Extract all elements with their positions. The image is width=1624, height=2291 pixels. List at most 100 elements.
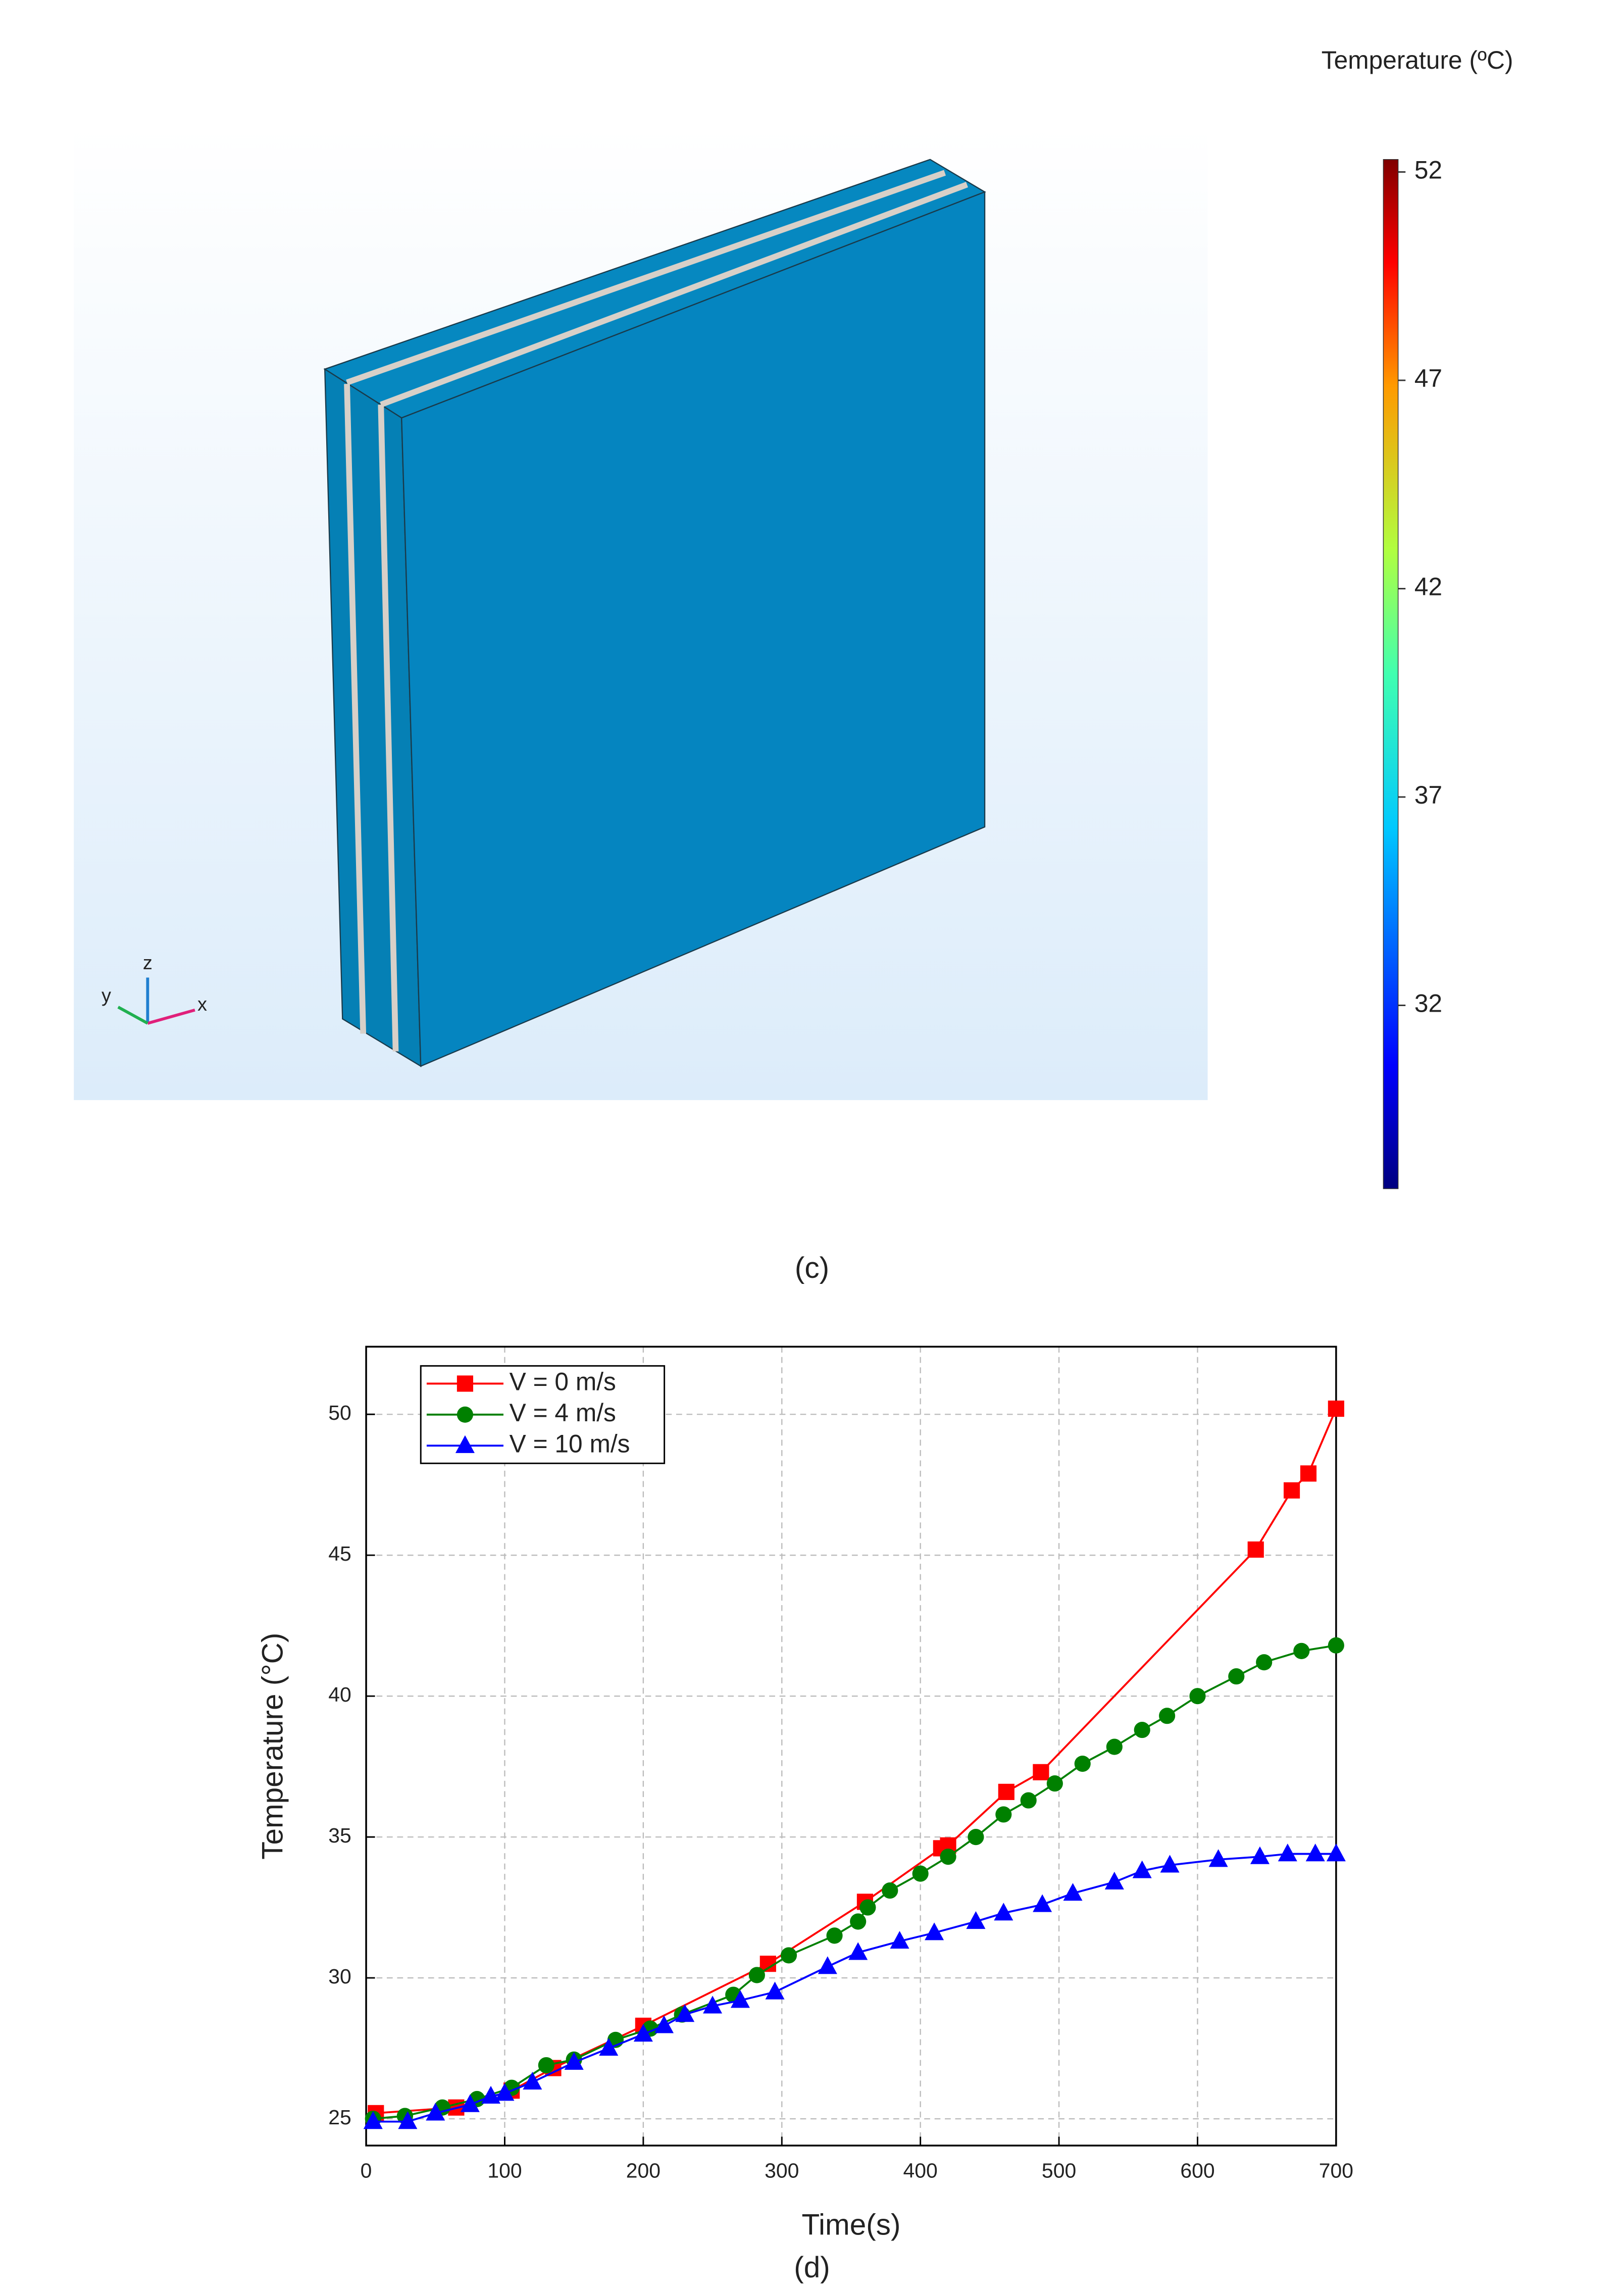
legend-label: V = 10 m/s (510, 1429, 630, 1458)
axis-triad (117, 977, 195, 1025)
marker (765, 1981, 785, 2000)
marker (1134, 1722, 1150, 1738)
marker (1293, 1642, 1310, 1659)
colorbar-tick-label: 32 (1414, 989, 1442, 1018)
marker (633, 2024, 653, 2042)
battery-render (323, 159, 986, 1067)
colorbar-tick-label: 47 (1414, 364, 1442, 392)
marker (859, 1899, 876, 1916)
marker (912, 1865, 929, 1882)
colorbar (1383, 159, 1399, 1189)
marker (1305, 1844, 1325, 1862)
marker (481, 2085, 501, 2104)
marker (495, 2083, 515, 2101)
marker (1074, 1755, 1091, 1772)
marker (460, 2094, 480, 2112)
marker (1046, 1775, 1063, 1792)
marker (1228, 1668, 1245, 1685)
marker (818, 1956, 837, 1974)
x-tick-label: 600 (1180, 2159, 1214, 2182)
x-tick-label: 400 (903, 2159, 938, 2182)
series-line (376, 1408, 1337, 2114)
x-axis-label: Time(s) (802, 2208, 901, 2241)
marker (1033, 1764, 1049, 1780)
marker (1247, 1541, 1264, 1558)
series-line (373, 1644, 1337, 2120)
marker (1283, 1482, 1300, 1499)
marker (925, 1922, 944, 1940)
y-tick-label: 30 (328, 1965, 351, 1988)
legend-marker (456, 1375, 474, 1392)
marker (1300, 1465, 1317, 1482)
caption: (d) (794, 2251, 830, 2284)
x-tick-label: 700 (1319, 2159, 1353, 2182)
plot-frame (365, 1346, 1337, 2147)
marker (882, 1882, 898, 1899)
legend-marker (456, 1406, 474, 1423)
marker (994, 1903, 1013, 1921)
x-tick-label: 500 (1042, 2159, 1076, 2182)
marker (1104, 1871, 1124, 1889)
x-tick-label: 200 (626, 2159, 661, 2182)
y-tick-label: 45 (328, 1542, 351, 1565)
marker (1160, 1855, 1180, 1873)
series-line (373, 1853, 1336, 2123)
marker (564, 2052, 584, 2070)
y-axis-label: Temperature (°C) (256, 1633, 289, 1860)
marker (968, 1829, 984, 1846)
marker (848, 1942, 868, 1960)
marker (850, 1913, 867, 1930)
colorbar-title: Temperature (ºC) (1322, 46, 1513, 74)
marker (826, 1927, 843, 1944)
y-tick-label: 40 (328, 1683, 351, 1706)
marker (998, 1783, 1014, 1800)
marker (780, 1947, 797, 1964)
legend-label: V = 0 m/s (510, 1368, 616, 1396)
marker (890, 1931, 909, 1949)
marker (675, 2004, 695, 2022)
colorbar-tick-label: 42 (1414, 573, 1442, 601)
marker (1063, 1883, 1083, 1901)
marker (1020, 1792, 1037, 1809)
marker (1278, 1844, 1297, 1862)
marker (1033, 1894, 1052, 1912)
marker (703, 1996, 723, 2014)
marker (1106, 1738, 1123, 1755)
marker (748, 1967, 765, 1983)
marker (599, 2038, 619, 2056)
marker (1256, 1654, 1273, 1671)
marker (538, 2057, 554, 2074)
marker (363, 2111, 383, 2129)
marker (1132, 1860, 1152, 1878)
marker (730, 1990, 750, 2008)
marker (995, 1806, 1012, 1823)
marker (1159, 1708, 1176, 1724)
colorbar-tick-label: 37 (1414, 781, 1442, 809)
y-tick-label: 50 (328, 1401, 351, 1424)
marker (1328, 1637, 1344, 1654)
triad-label: z (143, 953, 153, 974)
legend-label: V = 4 m/s (510, 1399, 616, 1427)
marker (654, 2015, 674, 2033)
marker (1328, 1401, 1344, 1417)
marker (1250, 1846, 1270, 1864)
marker (1326, 1844, 1346, 1862)
marker (523, 2072, 542, 2090)
marker (1189, 1688, 1206, 1705)
y-tick-label: 35 (328, 1824, 351, 1847)
triad-label: y (102, 985, 111, 1006)
caption: (c) (795, 1252, 829, 1284)
y-tick-label: 25 (328, 2106, 351, 2129)
x-tick-label: 100 (487, 2159, 522, 2182)
marker (426, 2103, 445, 2121)
marker (966, 1911, 986, 1929)
marker (398, 2111, 418, 2129)
marker (940, 1849, 956, 1865)
x-tick-label: 0 (361, 2159, 372, 2182)
legend-marker (455, 1435, 475, 1453)
marker (1208, 1849, 1228, 1867)
x-tick-label: 300 (765, 2159, 799, 2182)
triad-label: x (197, 994, 207, 1015)
